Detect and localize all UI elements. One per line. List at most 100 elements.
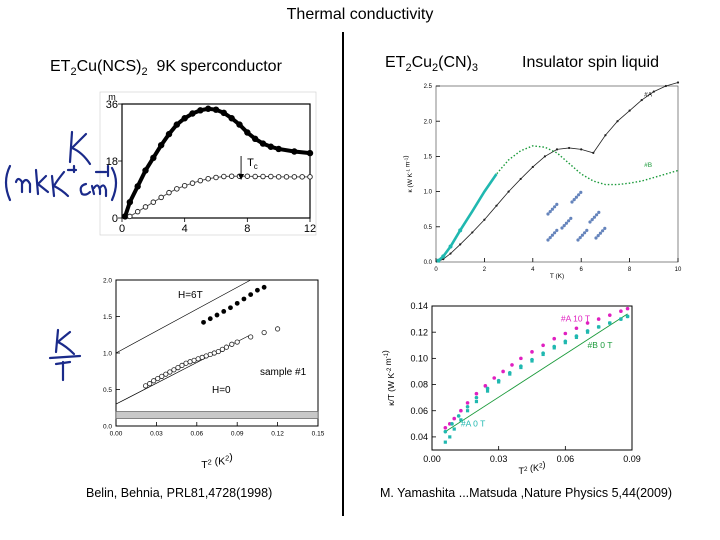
series-line xyxy=(129,175,310,217)
y-axis-tick-label: 0.12 xyxy=(410,327,428,337)
data-point xyxy=(449,252,452,255)
data-point xyxy=(625,306,630,311)
data-point xyxy=(228,173,235,179)
y-axis-tick-label: 2.0 xyxy=(103,277,112,284)
x-axis-title-part: 2 xyxy=(225,454,229,463)
data-point xyxy=(465,401,470,405)
data-point xyxy=(640,98,643,102)
legend-A-10T: #A 10 T xyxy=(561,314,590,324)
data-point xyxy=(519,365,523,370)
data-point xyxy=(229,341,235,347)
data-point xyxy=(171,367,177,373)
data-point xyxy=(483,218,486,221)
y-axis-unit: m xyxy=(108,92,116,102)
handwritten-kappa-label: κ (mW K⁻¹ cm⁻¹) xyxy=(4,130,118,202)
data-point xyxy=(175,364,181,371)
data-point xyxy=(201,319,206,325)
data-point xyxy=(531,165,534,169)
x-axis-title-part: T xyxy=(201,459,208,471)
y-axis-tick-label: 0 xyxy=(112,213,118,225)
y-axis-title-part: m xyxy=(405,162,412,169)
legend-B: #B xyxy=(644,162,652,169)
data-point xyxy=(244,173,251,179)
molecule-atom xyxy=(598,231,603,235)
y-axis-title-part: m xyxy=(383,358,393,367)
left-header-prefix: ET xyxy=(50,58,71,75)
x-axis-title: T2 (K2) xyxy=(201,452,233,471)
hand-K xyxy=(50,170,70,198)
molecule-atom xyxy=(583,231,587,235)
molecule-atom xyxy=(546,212,550,216)
x-axis-title-part: ) xyxy=(543,460,546,470)
data-point xyxy=(158,194,164,201)
center-divider xyxy=(342,32,344,516)
data-point xyxy=(510,363,514,367)
right-header-sub1: 2 xyxy=(405,62,412,75)
left-header-suffix: 9K sperconductor xyxy=(147,58,282,75)
right-header-sub2: 2 xyxy=(432,62,439,75)
molecule-atom xyxy=(597,210,601,214)
molecule-atom xyxy=(578,236,582,240)
left-header-sub1: 2 xyxy=(70,66,77,79)
data-point xyxy=(166,189,172,196)
data-point xyxy=(452,427,456,431)
hand-paren xyxy=(4,164,12,202)
x-axis-title-part: ) xyxy=(229,452,233,464)
x-axis-tick-label: 8 xyxy=(244,223,250,235)
series-line-B-low xyxy=(437,173,498,262)
molecule-atom xyxy=(555,228,559,232)
data-point xyxy=(215,348,221,355)
data-point xyxy=(167,369,173,375)
x-axis-tick-label: 0 xyxy=(434,267,438,273)
data-point xyxy=(664,84,668,88)
data-point xyxy=(541,352,545,357)
y-axis-title: κ (W K-1 m-1) xyxy=(402,156,414,193)
molecule-atom xyxy=(572,198,576,202)
data-point xyxy=(474,399,479,404)
x-axis-tick-label: 0.12 xyxy=(271,431,284,438)
y-axis-tick-label: 0.06 xyxy=(410,406,428,416)
data-point xyxy=(205,175,211,182)
molecule-atom xyxy=(548,210,552,214)
data-point xyxy=(483,384,488,388)
data-point xyxy=(552,346,556,350)
data-point xyxy=(497,380,501,384)
series-line-A xyxy=(438,82,679,262)
y-axis-title-part: ) xyxy=(402,156,409,158)
data-point xyxy=(616,120,619,123)
data-point xyxy=(625,314,630,319)
data-point xyxy=(214,312,220,318)
label-sample: sample #1 xyxy=(260,367,307,378)
data-point xyxy=(234,300,240,306)
data-point xyxy=(248,292,254,297)
fit-line xyxy=(445,313,628,433)
y-axis-title-part: κ/T (W K xyxy=(386,373,396,406)
molecule-atom xyxy=(590,218,594,222)
x-axis-tick-label: 4 xyxy=(531,267,535,273)
right-header-sub3: 3 xyxy=(471,62,479,75)
molecule-atom xyxy=(555,202,559,206)
tc-label: Tc xyxy=(247,157,258,171)
y-axis-tick-label: 1.0 xyxy=(424,190,433,196)
y-axis-tick-label: 0.5 xyxy=(103,387,112,394)
molecule-atom xyxy=(577,193,581,197)
molecule-atom xyxy=(585,228,589,232)
data-point xyxy=(241,296,247,302)
y-axis-tick-label: 0.14 xyxy=(410,301,428,311)
hand-m xyxy=(14,177,32,194)
data-point xyxy=(552,336,557,341)
legend-B-0T: #B 0 T xyxy=(588,340,613,350)
x-axis-title-part: 2 xyxy=(208,457,212,466)
molecule-atom xyxy=(546,238,550,242)
data-point xyxy=(442,258,445,261)
x-axis-tick-label: 0.00 xyxy=(423,454,441,464)
data-point xyxy=(283,174,290,180)
crystal-structure-illustration xyxy=(546,190,607,242)
data-point xyxy=(530,359,534,363)
data-point xyxy=(585,321,590,325)
data-point xyxy=(234,339,240,345)
data-point xyxy=(676,81,680,84)
data-point xyxy=(127,213,133,220)
data-point xyxy=(495,204,498,207)
data-point xyxy=(155,375,161,382)
